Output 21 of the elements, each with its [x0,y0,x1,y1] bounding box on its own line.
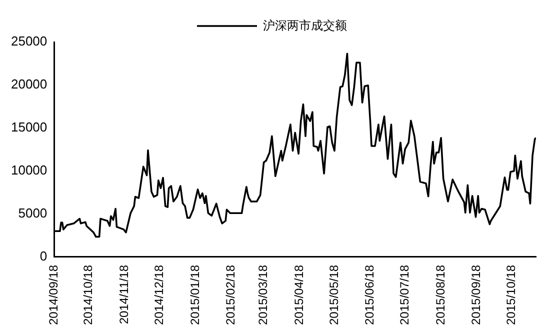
legend-label: 沪深两市成交额 [263,18,347,32]
x-tick-label: 2015/08/18 [433,264,448,326]
y-tick-label: 15000 [10,120,48,135]
x-tick-label: 2014/10/18 [81,264,96,326]
y-tick-label: 10000 [10,162,48,178]
x-tick-label: 2015/10/18 [504,264,518,326]
x-tick-label: 2015/05/18 [326,264,341,326]
y-tick-label: 5000 [18,206,48,221]
x-tick-label: 2015/09/18 [469,264,484,326]
y-tick-label: 0 [40,248,48,264]
x-tick-label: 2015/07/18 [397,264,412,326]
x-tick-label: 2015/03/18 [256,264,270,326]
x-tick-label: 2015/04/18 [292,264,306,326]
y-tick-label: 25000 [10,34,48,49]
x-tick-label: 2015/02/18 [224,264,238,326]
x-tick-label: 2014/12/18 [152,264,166,326]
x-tick-label: 2014/09/18 [46,264,60,326]
y-tick-label: 20000 [10,76,48,92]
x-tick-label: 2015/06/18 [362,264,377,326]
x-tick-label: 2015/01/18 [188,264,202,326]
x-tick-label: 2014/11/18 [117,264,132,324]
